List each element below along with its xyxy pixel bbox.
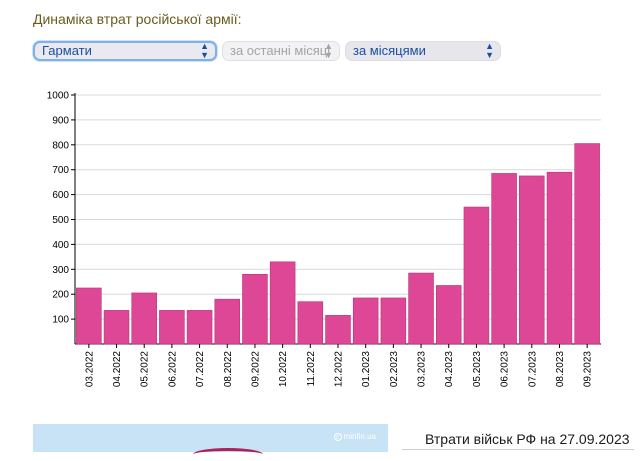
y-tick-label: 500	[52, 215, 69, 226]
bar-chart: 100 200 300 400 500 600 700 800 900 1000 03.2022 04…	[47, 91, 601, 388]
copyright-icon: c	[333, 432, 342, 441]
bar	[380, 297, 407, 345]
losses-title: Втрати військ РФ на 27.09.2023	[425, 431, 630, 447]
bar	[159, 310, 185, 345]
y-tick-label: 200	[52, 290, 69, 301]
x-tick-label: 03.2023	[417, 351, 428, 388]
y-tick-label: 600	[52, 190, 69, 201]
bar	[463, 206, 490, 345]
grouping-select-value: за місяцями	[353, 43, 426, 58]
bar	[297, 301, 324, 345]
bar	[408, 272, 434, 345]
x-tick-label: 11.2022	[306, 351, 317, 387]
bar	[131, 292, 157, 345]
infographic-panel: c minfin.ua	[33, 424, 388, 452]
x-tick-label: 07.2023	[527, 351, 538, 388]
x-tick-label: 12.2022	[334, 351, 345, 388]
y-tick-label: 800	[52, 140, 69, 151]
y-tick-label: 1000	[47, 91, 70, 102]
bar	[103, 310, 130, 345]
bar	[491, 173, 517, 345]
select-arrows-icon: ▲ ▼	[324, 41, 333, 60]
x-tick-label: 09.2023	[583, 351, 594, 388]
x-tick-label: 02.2023	[389, 351, 400, 388]
bar	[519, 175, 545, 345]
bar	[186, 310, 213, 345]
select-arrows-icon: ▲ ▼	[200, 41, 209, 60]
metric-select-value: Гармати	[42, 43, 92, 58]
period-select-value: за останні місяці	[230, 43, 331, 58]
x-tick-label: 05.2023	[472, 351, 483, 388]
x-tick-label: 09.2022	[250, 351, 261, 388]
x-tick-label: 05.2022	[140, 351, 151, 388]
y-tick-label: 900	[52, 115, 69, 126]
y-tick-label: 100	[52, 315, 69, 326]
y-tick-label: 700	[52, 165, 69, 176]
grouping-select[interactable]: за місяцями ▲ ▼	[345, 41, 501, 61]
divider	[402, 449, 634, 450]
x-tick-label: 01.2023	[361, 351, 372, 388]
x-tick-label: 04.2022	[112, 351, 123, 388]
decorative-arc	[193, 448, 263, 461]
metric-select[interactable]: Гармати ▲ ▼	[33, 41, 217, 61]
x-tick-label: 07.2022	[195, 351, 206, 388]
x-tick-label: 04.2023	[444, 351, 455, 388]
select-arrows-icon: ▲ ▼	[485, 41, 494, 60]
y-tick-label: 400	[52, 240, 69, 251]
bar	[242, 273, 268, 345]
x-tick-label: 06.2023	[500, 351, 511, 388]
bar	[546, 171, 573, 345]
bar	[76, 287, 102, 345]
bar	[269, 261, 296, 345]
bar	[435, 285, 462, 345]
source-logo: c minfin.ua	[333, 432, 376, 441]
x-tick-label: 08.2023	[555, 351, 566, 388]
x-tick-label: 06.2022	[167, 351, 178, 388]
x-tick-label: 10.2022	[278, 351, 289, 388]
y-tick-label: 300	[52, 265, 69, 276]
chart-heading: Динаміка втрат російської армії:	[33, 11, 242, 27]
x-tick-label: 08.2022	[223, 351, 234, 388]
period-select[interactable]: за останні місяці ▲ ▼	[222, 41, 340, 61]
bar	[325, 315, 351, 345]
bar	[214, 298, 241, 345]
source-logo-text: minfin.ua	[343, 432, 376, 441]
x-tick-label: 03.2022	[84, 351, 95, 388]
bar	[574, 143, 600, 345]
bar	[352, 297, 379, 345]
